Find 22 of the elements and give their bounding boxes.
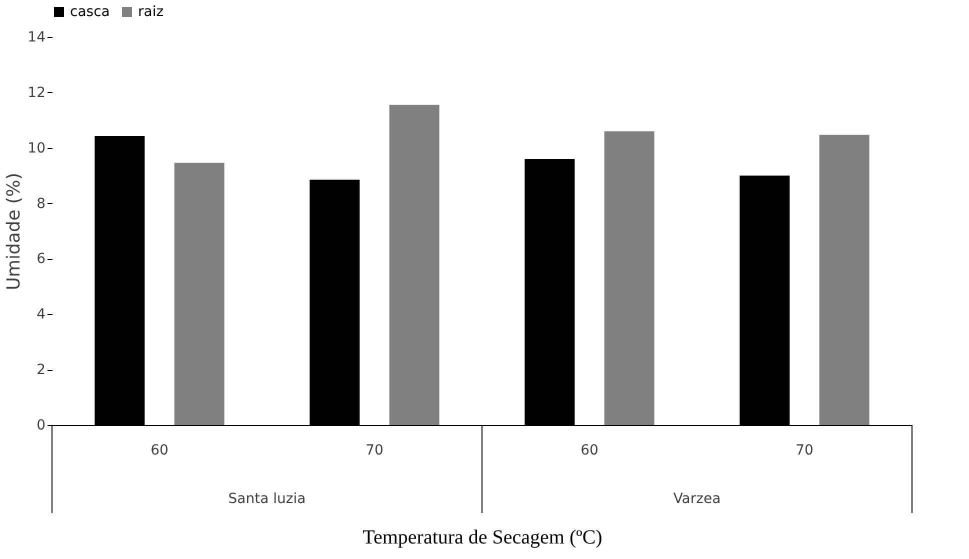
bar bbox=[389, 104, 440, 425]
x-tick-label: 70 bbox=[366, 442, 384, 458]
y-tick-label: 8 bbox=[36, 196, 46, 212]
bar bbox=[604, 131, 654, 425]
y-tick-label: 2 bbox=[36, 362, 46, 378]
y-tick-label: 12 bbox=[28, 84, 46, 101]
legend-label: casca bbox=[70, 4, 110, 20]
y-tick-label: 6 bbox=[36, 251, 46, 268]
y-tick-label: 14 bbox=[28, 30, 46, 46]
y-tick-label: 0 bbox=[36, 418, 46, 434]
y-tick-label: 10 bbox=[28, 140, 46, 156]
x-tick-label: 60 bbox=[150, 442, 168, 458]
y-tick-label: 4 bbox=[36, 306, 46, 323]
x-tick-label: 60 bbox=[580, 442, 598, 458]
text: Varzea bbox=[673, 491, 721, 507]
text: Santa luzia bbox=[228, 491, 306, 507]
bar bbox=[174, 162, 224, 425]
bar bbox=[819, 134, 870, 425]
legend-label: raiz bbox=[138, 4, 164, 20]
x-tick-label: 70 bbox=[796, 442, 814, 458]
y-axis-title: Umidade (%) bbox=[4, 172, 25, 290]
x-axis-title: Temperatura de Secagem (ºC) bbox=[362, 526, 602, 548]
